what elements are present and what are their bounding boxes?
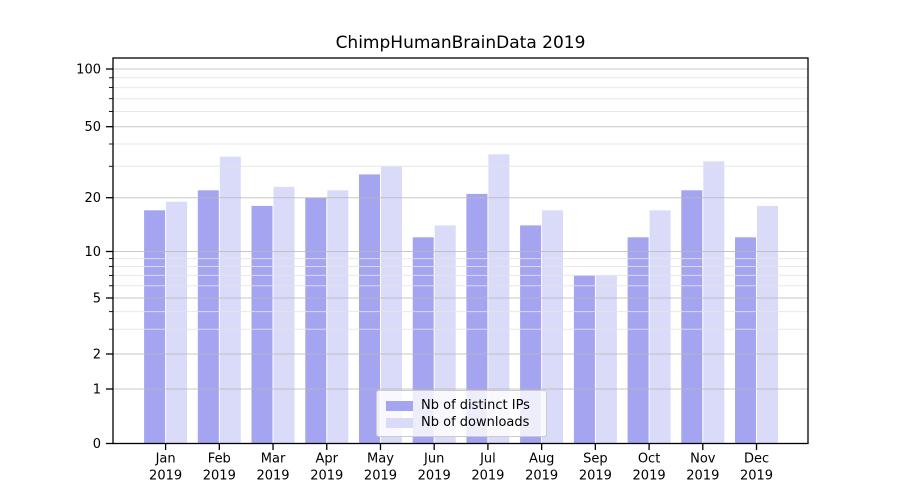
bar-distinct-ips-apr — [305, 197, 327, 444]
bar-downloads-nov — [703, 161, 725, 444]
x-tick-label-month: Jul — [479, 452, 496, 467]
bar-distinct-ips-nov — [681, 190, 703, 444]
legend-item-distinct-ips: Nb of distinct IPs — [386, 398, 546, 414]
y-tick-label: 2 — [93, 348, 101, 363]
x-tick-label-month: May — [367, 452, 394, 467]
y-tick-label: 1 — [93, 383, 101, 398]
x-tick-label-year: 2019 — [633, 469, 666, 484]
x-tick-label-year: 2019 — [203, 469, 236, 484]
x-tick-label-month: Oct — [638, 452, 660, 467]
x-tick-label-month: Sep — [583, 452, 608, 467]
bar-distinct-ips-jan — [144, 210, 166, 444]
x-tick-label-month: Aug — [529, 452, 554, 467]
plot-border — [112, 57, 809, 445]
bar-distinct-ips-oct — [627, 237, 649, 444]
x-tick-label-year: 2019 — [579, 469, 612, 484]
legend-label-distinct-ips: Nb of distinct IPs — [421, 398, 530, 413]
x-tick-label-month: Feb — [208, 452, 231, 467]
x-tick-label-month: Dec — [744, 452, 769, 467]
x-tick-label-year: 2019 — [418, 469, 451, 484]
x-tick-label-month: Jun — [423, 452, 444, 467]
bar-downloads-aug — [542, 210, 564, 444]
bar-downloads-feb — [219, 156, 241, 444]
bar-downloads-oct — [649, 210, 671, 444]
bar-downloads-jan — [166, 201, 188, 444]
bar-distinct-ips-dec — [735, 237, 756, 444]
bar-downloads-mar — [273, 186, 295, 444]
y-tick-label: 5 — [93, 292, 101, 307]
bar-downloads-dec — [757, 205, 778, 444]
x-tick-label-year: 2019 — [525, 469, 558, 484]
x-tick-label-month: Mar — [261, 452, 286, 467]
bar-distinct-ips-sep — [573, 275, 595, 444]
legend-item-downloads: Nb of downloads — [386, 415, 546, 431]
bar-downloads-apr — [327, 190, 349, 444]
x-tick-label-year: 2019 — [740, 469, 773, 484]
x-tick-label-month: Nov — [690, 452, 716, 467]
x-tick-label-year: 2019 — [686, 469, 719, 484]
legend-label-downloads: Nb of downloads — [421, 415, 530, 430]
legend-swatch-downloads — [386, 418, 413, 428]
legend-swatch-distinct-ips — [386, 401, 413, 411]
bar-distinct-ips-jul — [466, 193, 488, 444]
y-tick-label: 20 — [84, 191, 101, 206]
x-tick-label-year: 2019 — [471, 469, 504, 484]
x-tick-label-year: 2019 — [256, 469, 289, 484]
x-tick-label-year: 2019 — [149, 469, 182, 484]
x-tick-label-year: 2019 — [364, 469, 397, 484]
x-tick-label-month: Jan — [155, 452, 176, 467]
x-tick-label-year: 2019 — [310, 469, 343, 484]
legend: Nb of distinct IPs Nb of downloads — [376, 390, 547, 437]
bar-downloads-may — [381, 166, 402, 444]
x-tick-label-month: Apr — [316, 452, 339, 467]
y-tick-label: 0 — [93, 437, 101, 452]
y-tick-label: 50 — [84, 120, 101, 135]
bar-distinct-ips-may — [359, 174, 380, 444]
bar-downloads-sep — [595, 275, 617, 444]
chart-title: ChimpHumanBrainData 2019 — [335, 33, 586, 53]
bar-downloads-jul — [488, 154, 510, 444]
bar-distinct-ips-mar — [251, 205, 273, 444]
bar-distinct-ips-feb — [197, 190, 219, 444]
y-tick-label: 100 — [76, 63, 101, 78]
y-tick-label: 10 — [84, 245, 101, 260]
